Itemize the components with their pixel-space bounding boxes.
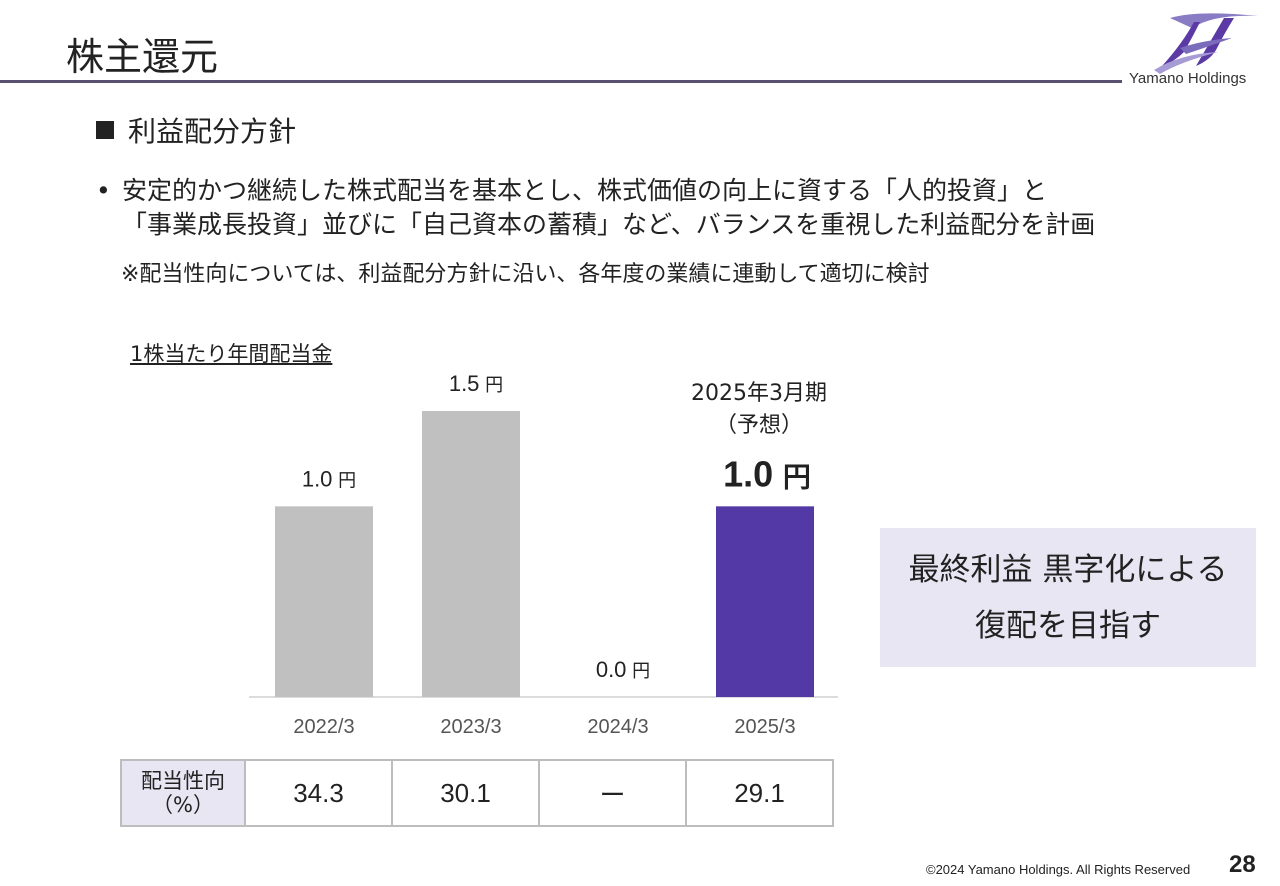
payout-ratio-2022: 34.3	[244, 759, 393, 827]
table-row: 配当性向 （%） 34.3 30.1 ー 29.1	[120, 759, 834, 827]
square-bullet-icon	[96, 121, 114, 139]
policy-bullet: • 安定的かつ継続した株式配当を基本とし、株式価値の向上に資する「人的投資」と …	[96, 174, 1095, 242]
payout-ratio-header: 配当性向 （%）	[120, 759, 246, 827]
forecast-label-line-1: 2025年3月期	[691, 381, 827, 406]
policy-text-line-2: 「事業成長投資」並びに「自己資本の蓄積」など、バランスを重視した利益配分を計画	[122, 210, 1096, 239]
chart-title: 1株当たり年間配当金	[130, 342, 333, 366]
callout-line-1: 最終利益 黒字化による	[908, 551, 1228, 588]
payout-ratio-2024: ー	[538, 759, 687, 827]
bar-2023-3	[422, 411, 520, 697]
payout-ratio-2023: 30.1	[391, 759, 540, 827]
bullet-dot-icon: •	[96, 176, 111, 205]
tick-label-2025-3: 2025/3	[734, 716, 795, 738]
bar-2025-3	[716, 506, 814, 697]
payout-ratio-header-line-1: 配当性向	[141, 769, 225, 793]
payout-ratio-header-line-2: （%）	[152, 793, 214, 817]
data-label-2025-3: 1.0 円	[723, 453, 811, 494]
payout-ratio-2025: 29.1	[685, 759, 834, 827]
section-heading-text: 利益配分方針	[128, 115, 297, 148]
data-label-2024-3: 0.0 円	[596, 657, 650, 682]
data-label-2022-3: 1.0 円	[302, 466, 356, 491]
tick-label-2022-3: 2022/3	[293, 716, 354, 738]
callout-line-2: 復配を目指す	[975, 607, 1161, 644]
bar-2022-3	[275, 506, 373, 697]
header-divider	[0, 80, 1122, 83]
yamano-logo-icon	[1154, 13, 1258, 74]
tick-label-2024-3: 2024/3	[587, 716, 648, 738]
tick-label-2023-3: 2023/3	[440, 716, 501, 738]
data-label-2023-3: 1.5 円	[449, 371, 503, 396]
policy-text-line-1: 安定的かつ継続した株式配当を基本とし、株式価値の向上に資する「人的投資」と	[122, 176, 1048, 205]
section-heading: 利益配分方針	[96, 110, 296, 150]
copyright-text: ©2024 Yamano Holdings. All Rights Reserv…	[926, 862, 1191, 877]
forecast-label-line-2: （予想）	[715, 413, 803, 438]
company-logo-text: Yamano Holdings	[1129, 70, 1247, 87]
page-number: 28	[1229, 851, 1256, 878]
resumption-callout: 最終利益 黒字化による 復配を目指す	[880, 528, 1256, 667]
page-title: 株主還元	[66, 35, 219, 79]
policy-note: ※配当性向については、利益配分方針に沿い、各年度の業績に連動して適切に検討	[121, 262, 930, 287]
payout-ratio-table: 配当性向 （%） 34.3 30.1 ー 29.1	[120, 759, 834, 827]
